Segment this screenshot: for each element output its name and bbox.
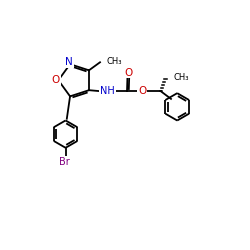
Text: O: O	[52, 75, 60, 85]
Text: CH₃: CH₃	[107, 57, 122, 66]
Text: O: O	[138, 86, 146, 97]
Text: O: O	[124, 68, 133, 78]
Text: CH₃: CH₃	[174, 73, 189, 82]
Text: Br: Br	[59, 157, 70, 167]
Text: N: N	[65, 57, 73, 67]
Text: NH: NH	[100, 86, 115, 97]
